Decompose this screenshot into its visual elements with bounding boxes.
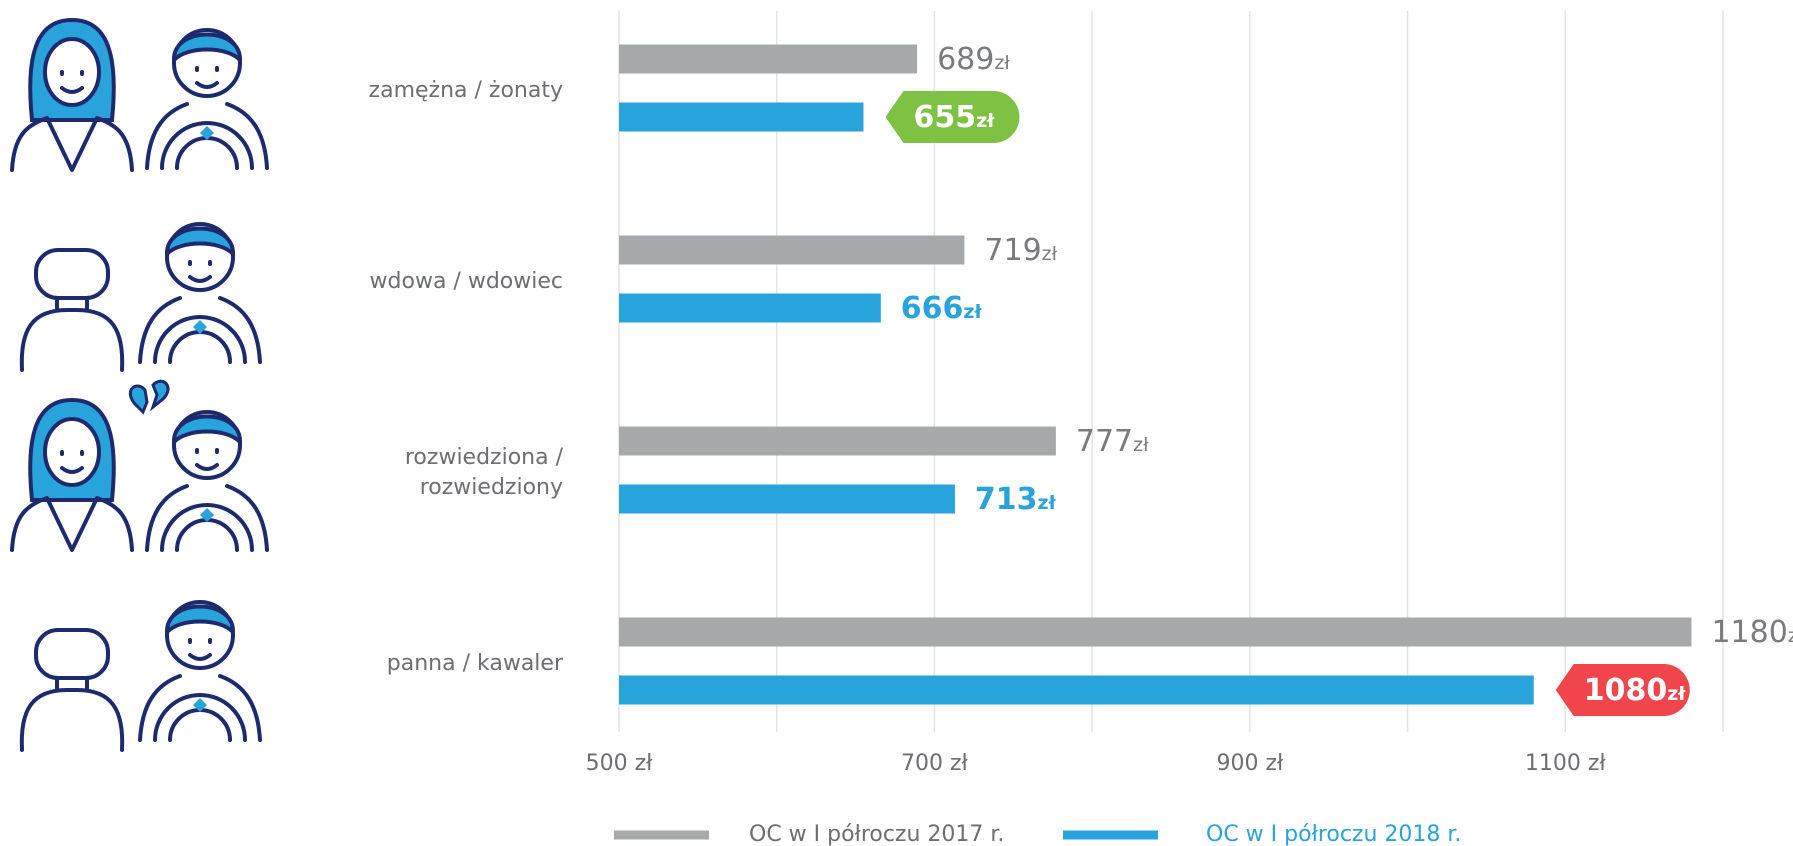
value-unit: zł (1788, 625, 1793, 647)
bar (619, 618, 1691, 647)
value-label: 719zł (984, 233, 1057, 268)
legend-label: OC w I półroczu 2017 r. (749, 822, 1004, 846)
value-label: 689zł (937, 42, 1010, 77)
category-label: panna / kawaler (303, 649, 563, 679)
value-unit: zł (994, 52, 1010, 74)
value-unit: zł (1042, 243, 1058, 265)
value-number: 1080 (1584, 673, 1668, 708)
bar (619, 236, 964, 265)
value-number: 689 (937, 42, 994, 77)
value-label: 713zł (975, 482, 1057, 517)
value-number: 719 (984, 233, 1041, 268)
bar (619, 676, 1534, 705)
icon-divorced (12, 381, 267, 550)
value-label: 666zł (901, 291, 983, 326)
value-unit: zł (1133, 434, 1149, 456)
value-number: 777 (1076, 424, 1133, 459)
value-unit: zł (1667, 683, 1686, 705)
chart: 500 zł700 zł900 zł1100 zł689zł719zł777zł… (0, 0, 1793, 846)
value-unit: zł (1038, 492, 1057, 514)
x-tick-label: 700 zł (901, 751, 969, 776)
icon-widowed (22, 224, 260, 370)
value-number: 1180 (1711, 615, 1787, 650)
bar (619, 103, 863, 132)
bar (619, 485, 955, 514)
value-label: 1180zł (1711, 615, 1793, 650)
icon-married (12, 20, 267, 170)
value-unit: zł (976, 110, 995, 132)
page: 500 zł700 zł900 zł1100 zł689zł719zł777zł… (0, 0, 1793, 846)
bar (619, 427, 1056, 456)
x-tick-label: 500 zł (586, 751, 654, 776)
category-label: rozwiedziona / rozwiedziony (303, 443, 563, 503)
icon-single (22, 602, 260, 750)
x-tick-label: 1100 zł (1525, 751, 1607, 776)
x-tick-label: 900 zł (1216, 751, 1284, 776)
bar (619, 45, 917, 74)
value-unit: zł (963, 301, 982, 323)
value-number: 713 (975, 482, 1038, 517)
legend-label: OC w I półroczu 2018 r. (1206, 822, 1461, 846)
bar (619, 294, 881, 323)
value-number: 655 (913, 100, 976, 135)
category-label: zamężna / żonaty (303, 76, 563, 106)
value-label: 777zł (1076, 424, 1149, 459)
category-label: wdowa / wdowiec (303, 267, 563, 297)
value-number: 666 (901, 291, 964, 326)
